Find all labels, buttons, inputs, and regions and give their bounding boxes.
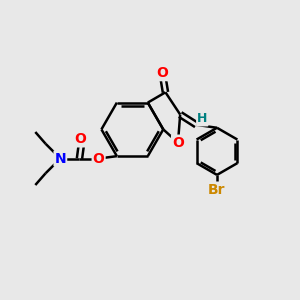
Text: O: O <box>74 132 86 146</box>
Text: O: O <box>93 152 105 166</box>
Text: H: H <box>197 112 208 125</box>
Text: O: O <box>172 136 184 150</box>
Text: N: N <box>55 152 66 166</box>
Text: Br: Br <box>208 183 226 196</box>
Text: O: O <box>157 66 169 80</box>
